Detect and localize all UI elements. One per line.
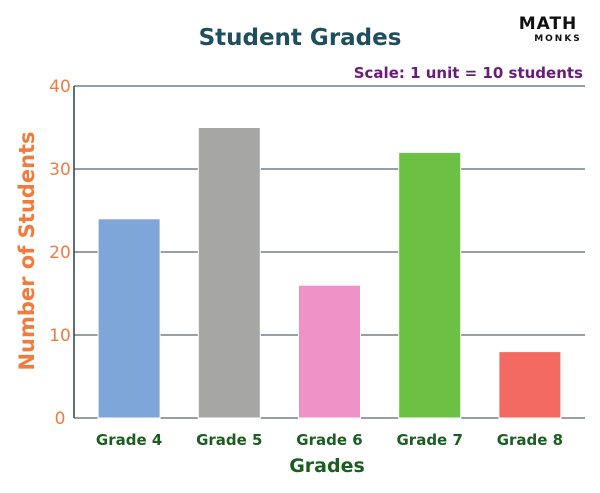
scale-annotation: Scale: 1 unit = 10 students [354,64,583,82]
y-tick-label: 20 [49,243,71,263]
bar-grade-5 [197,127,261,419]
bar-grade-8 [498,351,562,419]
x-axis-label: Grades [289,455,365,477]
x-tick-label: Grade 4 [96,431,162,449]
y-tick-label: 0 [55,409,66,429]
bar-grade-4 [97,218,161,419]
x-tick-label: Grade 5 [196,431,262,449]
y-tick-label: 30 [49,160,71,180]
y-tick-labels: 0 10 20 30 40 [49,77,71,429]
logo-sub-text: MONKS [534,34,582,44]
x-tick-label: Grade 7 [396,431,462,449]
bar-grade-7 [398,151,462,419]
x-tick-labels: Grade 4 Grade 5 Grade 6 Grade 7 Grade 8 [96,431,563,449]
y-tick-label: 10 [49,326,71,346]
math-monks-logo: MATH MONKS [519,14,582,44]
logo-main-text: MATH [519,14,578,34]
x-tick-label: Grade 8 [497,431,563,449]
y-axis-label: Number of Students [15,131,39,370]
chart-title: Student Grades [199,25,402,51]
bars [97,127,562,419]
x-tick-label: Grade 6 [296,431,362,449]
bar-grade-6 [298,284,361,419]
y-tick-label: 40 [49,77,71,97]
